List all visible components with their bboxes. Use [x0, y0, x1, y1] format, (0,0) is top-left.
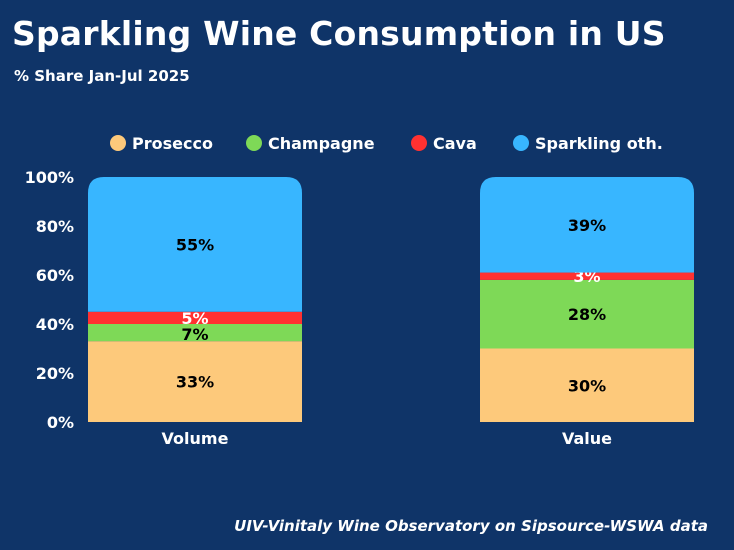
x-category-label: Volume: [162, 429, 229, 448]
chart-title: Sparkling Wine Consumption in US: [12, 14, 666, 53]
data-label: 30%: [568, 376, 606, 395]
bar-segment-value-cava: [480, 272, 694, 280]
legend-marker-prosecco: [110, 135, 126, 151]
data-label: 39%: [568, 216, 606, 235]
bar-segment-volume-sparkling-oth-: [88, 177, 302, 312]
bar-segment-value-champagne: [480, 279, 694, 349]
data-label: 55%: [176, 235, 214, 254]
data-label: 28%: [568, 305, 606, 324]
bar-segment-volume-cava: [88, 311, 302, 324]
y-tick-label: 80%: [36, 217, 74, 236]
bar-segment-volume-champagne: [88, 324, 302, 342]
bar-segment-volume-prosecco: [88, 341, 302, 422]
y-tick-label: 100%: [25, 168, 74, 187]
x-category-label: Value: [562, 429, 612, 448]
bar-segment-value-prosecco: [480, 348, 694, 422]
data-label: 33%: [176, 373, 214, 392]
bar-segment-value-sparkling-oth-: [480, 177, 694, 273]
legend-marker-champagne: [246, 135, 262, 151]
legend-label: Cava: [433, 134, 477, 153]
legend-marker-cava: [411, 135, 427, 151]
data-label: 5%: [181, 309, 208, 328]
y-tick-label: 0%: [47, 413, 74, 432]
legend-label: Prosecco: [132, 134, 213, 153]
source-note: UIV-Vinitaly Wine Observatory on Sipsour…: [234, 517, 708, 535]
legend-label: Champagne: [268, 134, 375, 153]
y-tick-label: 40%: [36, 315, 74, 334]
y-tick-label: 20%: [36, 364, 74, 383]
legend-label: Sparkling oth.: [535, 134, 663, 153]
y-tick-label: 60%: [36, 266, 74, 285]
legend-marker-sparkling-oth-: [513, 135, 529, 151]
data-label: 7%: [181, 325, 208, 344]
chart-subtitle: % Share Jan-Jul 2025: [14, 67, 190, 85]
